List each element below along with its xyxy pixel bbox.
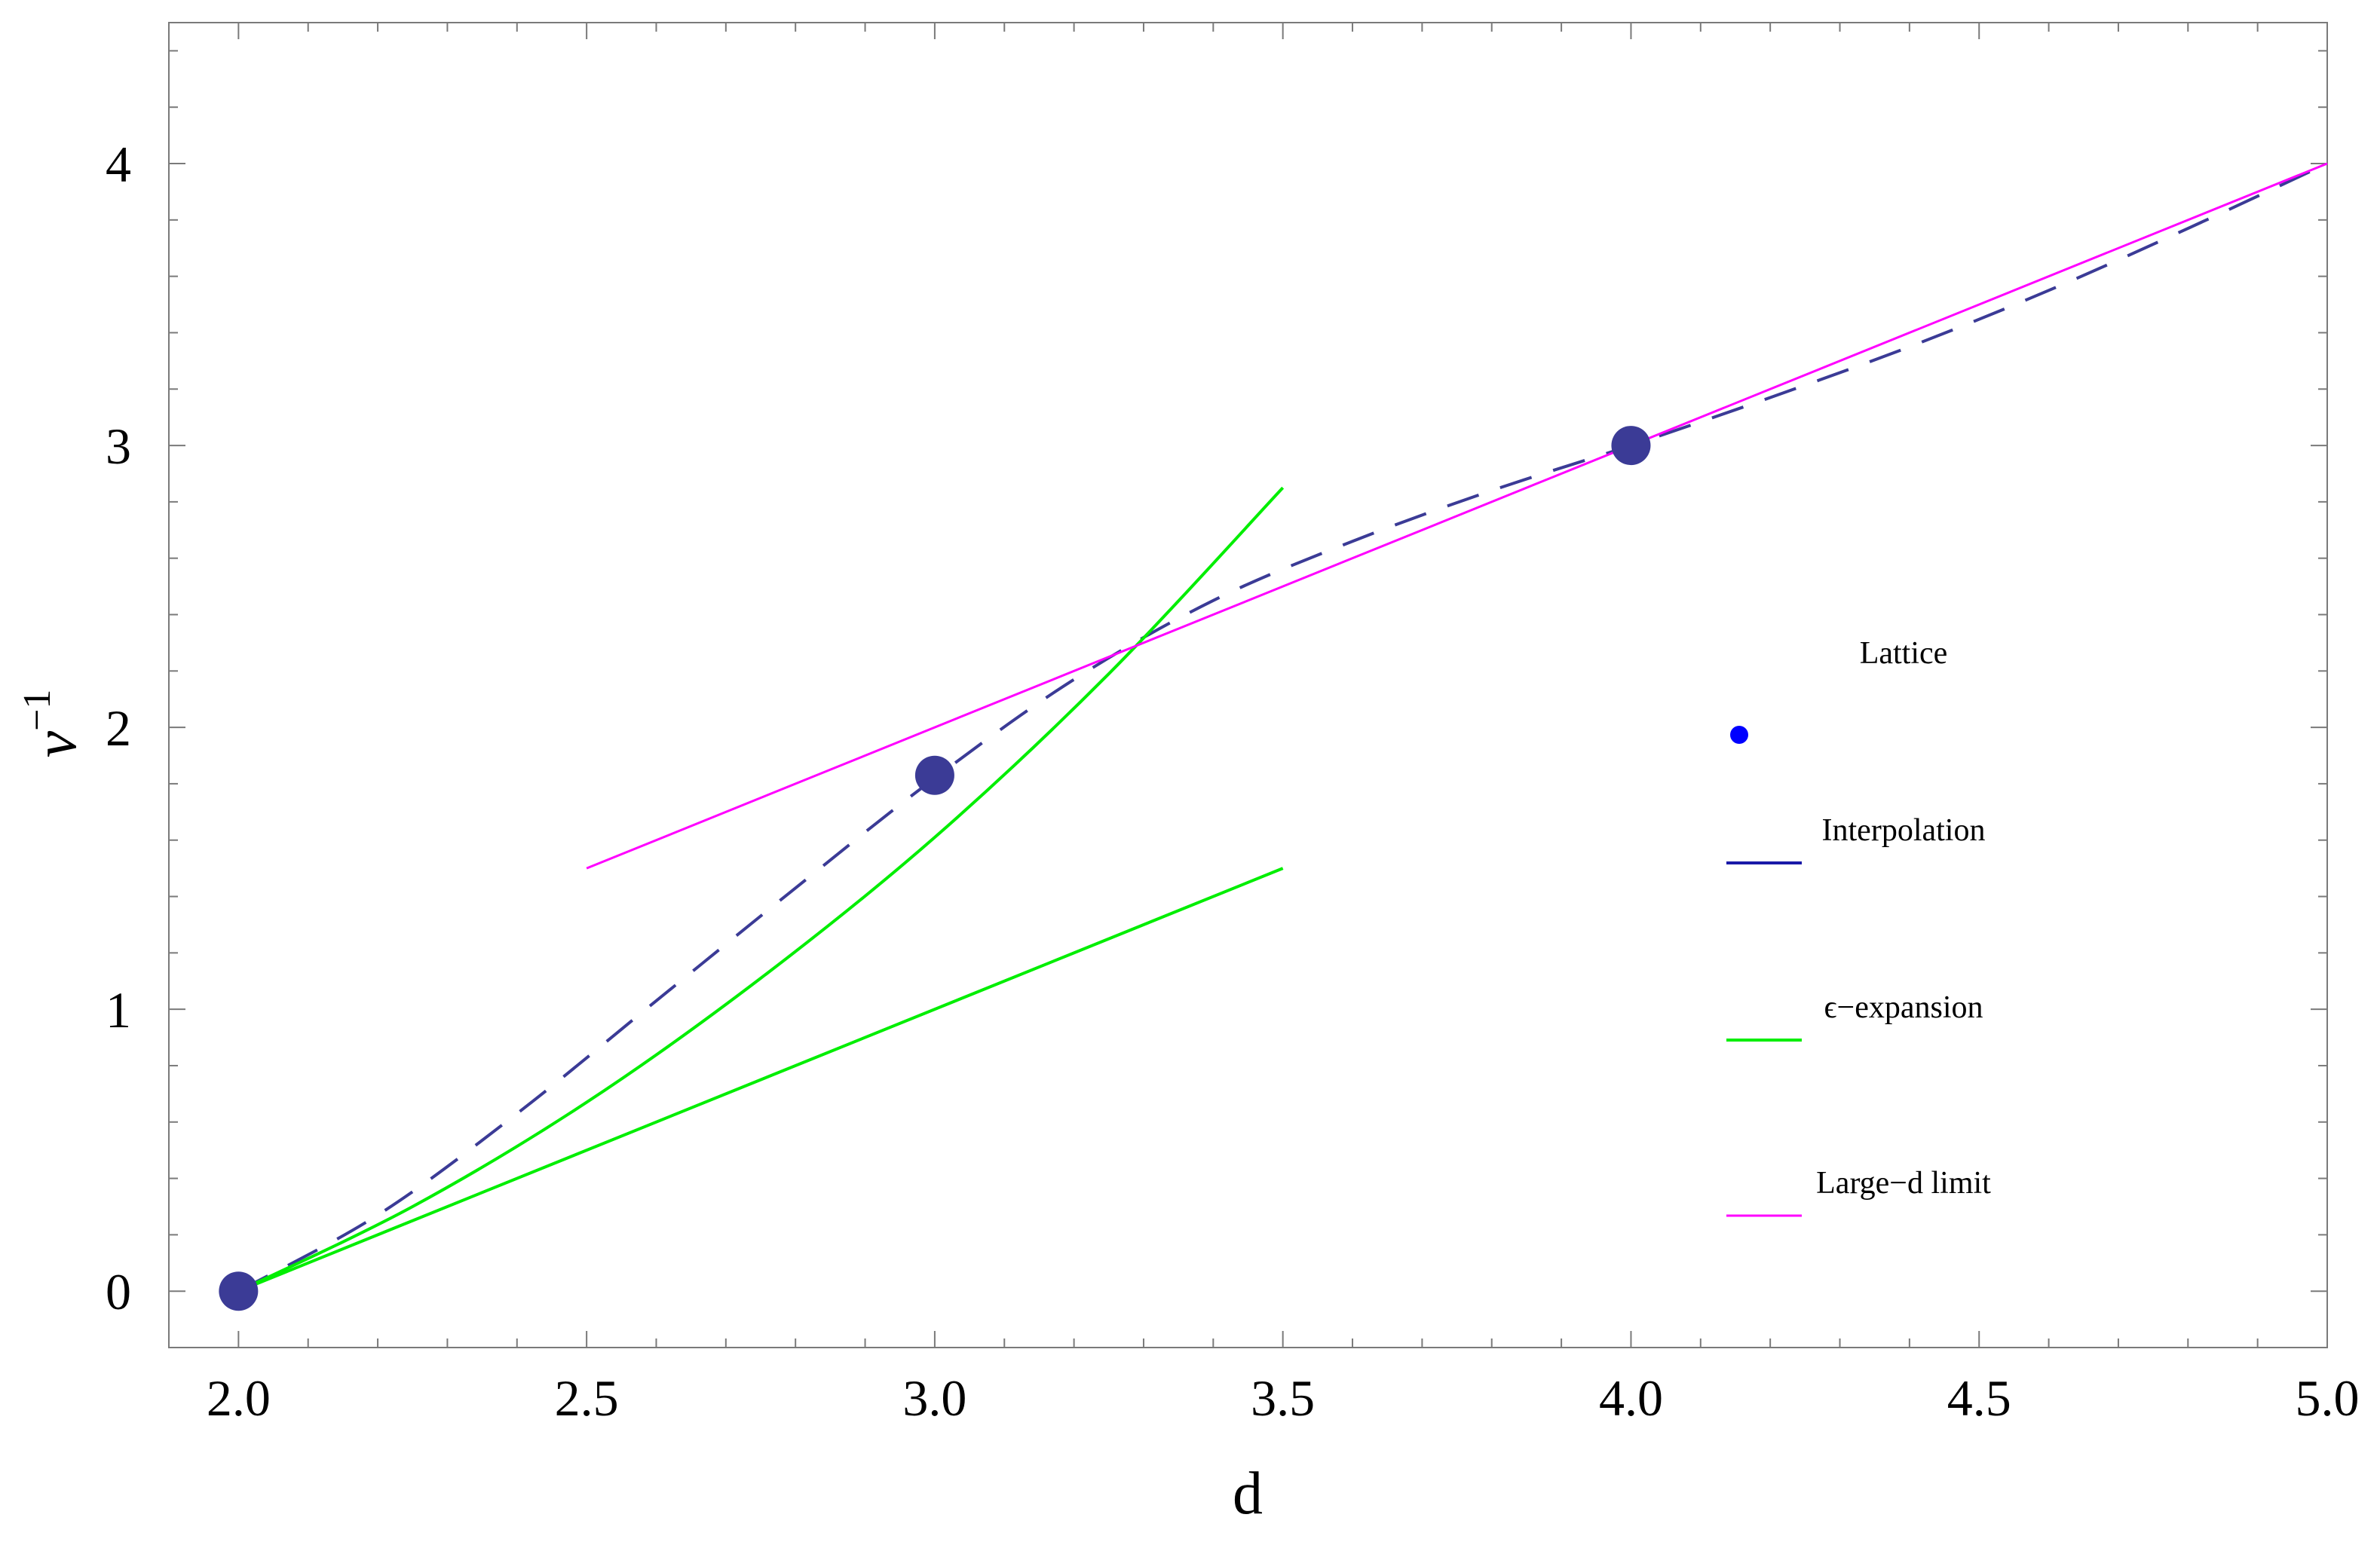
x-tick-label: 3.0	[902, 1369, 966, 1427]
y-tick-label: 1	[106, 981, 131, 1039]
plot-frame	[168, 22, 2328, 1348]
legend: Lattice Interpolation ϵ−expansion Large−d l…	[1726, 636, 1991, 1217]
y-tick-label: 4	[106, 136, 131, 193]
large-d-limit-line	[586, 162, 2328, 870]
y-axis-label-base: ν	[23, 730, 89, 757]
lattice-point	[1611, 426, 1651, 466]
expansion-line	[237, 486, 1285, 1293]
x-tick-label: 2.0	[207, 1369, 271, 1427]
legend-label: Lattice	[1860, 636, 1948, 671]
lattice-point	[219, 1271, 259, 1311]
svg-text:ν−1: ν−1	[16, 690, 89, 758]
y-tick-label: 3	[106, 418, 131, 475]
legend-label: Large−d limit	[1816, 1166, 1991, 1201]
y-axis-label: ν−1	[16, 690, 89, 758]
axis-tick-labels: 2.0 2.5 3.0 3.5 4.0 4.5 5.0 0 1 2 3 4	[106, 136, 2360, 1427]
y-tick-label: 2	[106, 699, 131, 757]
x-tick-label: 5.0	[2296, 1369, 2360, 1427]
legend-label: Interpolation	[1822, 813, 1986, 848]
x-tick-label: 3.5	[1251, 1369, 1315, 1427]
y-axis-label-exponent: −1	[16, 690, 59, 731]
y-tick-label: 0	[106, 1263, 131, 1320]
x-tick-label: 2.5	[555, 1369, 619, 1427]
interpolation-line	[237, 162, 2328, 1293]
x-tick-label: 4.5	[1947, 1369, 2011, 1427]
x-tick-label: 4.0	[1599, 1369, 1663, 1427]
legend-marker	[1730, 726, 1748, 744]
axis-ticks	[169, 23, 2328, 1348]
epsilon-expansion-linear-line	[237, 867, 1284, 1293]
legend-label: ϵ−expansion	[1824, 990, 1983, 1025]
x-axis-label: d	[1233, 1461, 1263, 1527]
lattice-point	[914, 755, 954, 795]
series-layer	[219, 162, 2328, 1311]
